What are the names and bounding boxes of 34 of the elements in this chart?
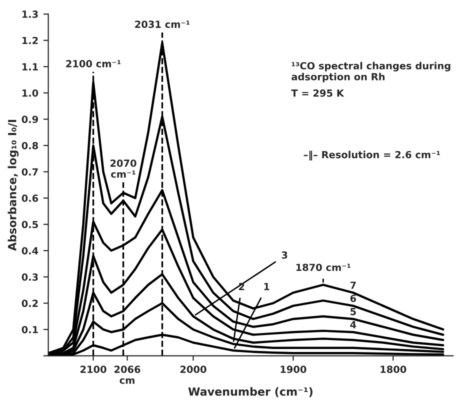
y-tick-label: 0.4 bbox=[22, 247, 38, 254]
y-tick-label: 0.3 bbox=[22, 273, 38, 281]
text: 1 bbox=[264, 283, 270, 290]
annotation: 1870 cm⁻¹ bbox=[296, 264, 350, 272]
text: 3 bbox=[282, 251, 288, 259]
x-tick-label: 1900 bbox=[280, 366, 306, 374]
y-tick-label: 1.2 bbox=[22, 36, 38, 44]
series-label: 5 bbox=[350, 308, 356, 316]
y-tick-label: 1.1 bbox=[22, 63, 38, 70]
text: 2 bbox=[238, 282, 244, 290]
series-label: 6 bbox=[350, 294, 356, 302]
y-tick-label: 0.7 bbox=[22, 168, 38, 176]
x-axis-title: Wavenumber (cm⁻¹) bbox=[188, 387, 312, 398]
y-tick-label: 0.8 bbox=[22, 142, 38, 150]
x-tick-label: 2100 bbox=[80, 366, 106, 374]
y-tick-label: 0.2 bbox=[22, 300, 38, 308]
series-label: 7 bbox=[350, 282, 356, 289]
annotation: T = 295 K bbox=[291, 89, 344, 97]
y-tick-label: 0.1 bbox=[22, 326, 38, 334]
series-label: 4 bbox=[350, 321, 356, 328]
ref-line-label: 2031 cm⁻¹ bbox=[135, 20, 190, 28]
ref-line-label: 2070 cm⁻¹ bbox=[110, 160, 136, 178]
ref-line-label: 2100 cm⁻¹ bbox=[66, 60, 121, 68]
annotation: –‖– Resolution = 2.6 cm⁻¹ bbox=[304, 150, 440, 160]
x-tick-label: 2000 bbox=[180, 366, 206, 374]
y-tick-label: 1.3 bbox=[22, 10, 38, 18]
y-tick-label: 1.0 bbox=[22, 89, 38, 97]
annotation: ¹³CO spectral changes during adsorption on Rh bbox=[292, 62, 450, 82]
x-tick-label: 2066 cm bbox=[114, 366, 140, 384]
x-tick-label: 1800 bbox=[380, 366, 406, 374]
y-tick-label: 0.9 bbox=[22, 116, 38, 124]
y-tick-label: 0.5 bbox=[22, 220, 38, 228]
y-tick-label: 0.6 bbox=[22, 194, 38, 202]
y-axis-title: Absorbance, log₁₀ I₀/I bbox=[8, 120, 19, 251]
